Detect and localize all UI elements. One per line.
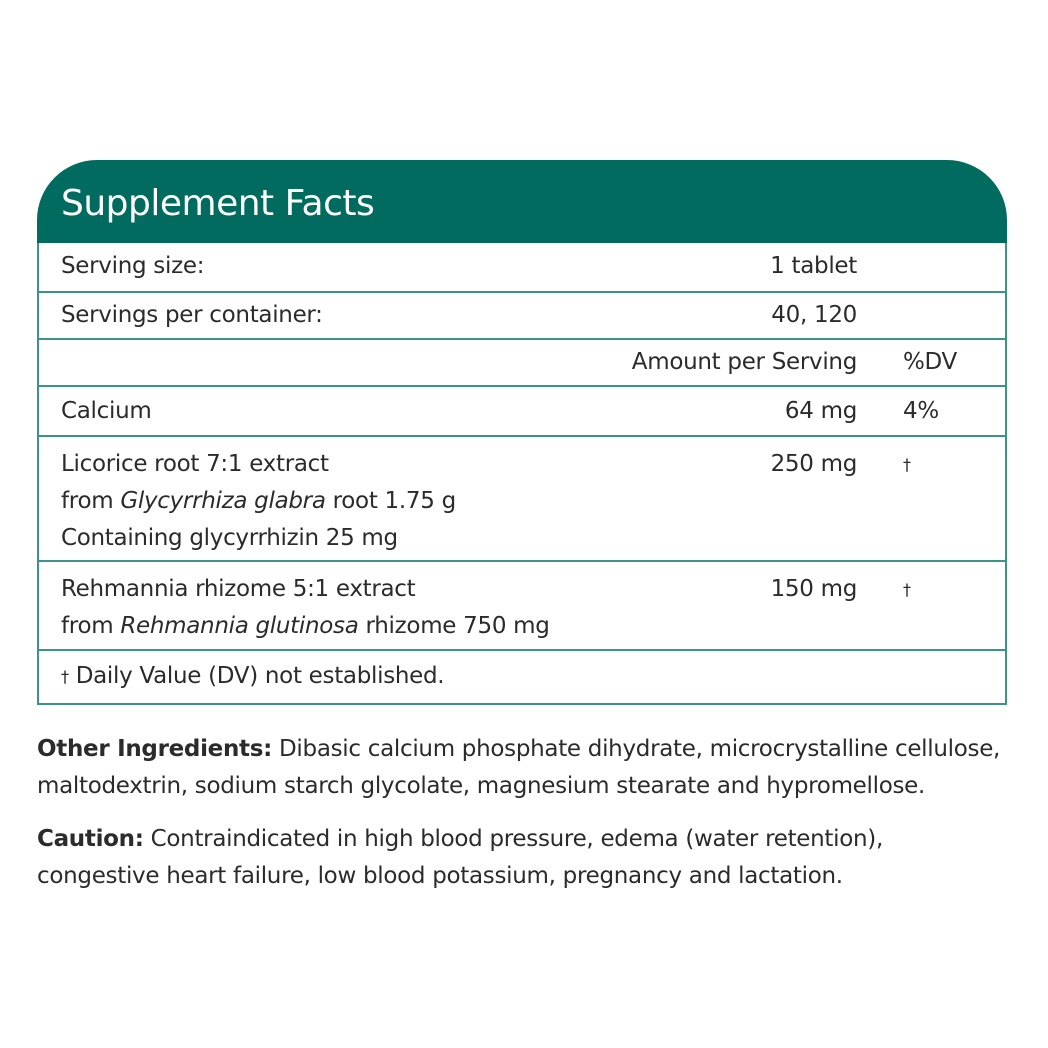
footnote: † Daily Value (DV) not established.	[61, 658, 445, 695]
servings-per-container-row: Servings per container: 40, 120	[39, 291, 1005, 338]
ingredient-amount: 150 mg	[770, 576, 858, 602]
ingredient-amount: 250 mg	[770, 451, 858, 477]
ingredient-dv: †	[903, 455, 911, 474]
source-suffix: rhizome 750 mg	[358, 613, 550, 639]
caution-text: Contraindicated in high blood pressure, …	[37, 826, 883, 889]
ingredient-name: Licorice root 7:1 extract from Glycyrrhi…	[61, 446, 456, 557]
supplement-facts-panel: Supplement Facts Serving size: 1 tablet …	[37, 160, 1007, 705]
other-ingredients-label: Other Ingredients:	[37, 736, 273, 762]
dv-header: %DV	[903, 349, 957, 375]
footnote-text: Daily Value (DV) not established.	[68, 663, 445, 689]
ingredient-row: Calcium 64 mg 4%	[39, 385, 1005, 435]
ingredient-source: from Rehmannia glutinosa rhizome 750 mg	[61, 608, 550, 645]
panel-title: Supplement Facts	[37, 160, 1007, 243]
ingredient-line: Licorice root 7:1 extract	[61, 451, 329, 477]
footnote-row: † Daily Value (DV) not established.	[39, 649, 1005, 703]
servings-label: Servings per container:	[61, 302, 323, 328]
ingredient-dv: †	[903, 580, 911, 599]
source-prefix: from	[61, 488, 121, 514]
serving-size-row: Serving size: 1 tablet	[39, 243, 1005, 291]
serving-size-label: Serving size:	[61, 253, 205, 279]
ingredient-line: Rehmannia rhizome 5:1 extract	[61, 576, 416, 602]
ingredient-amount: 64 mg	[784, 398, 857, 424]
other-ingredients-text: Dibasic calcium phosphate dihydrate, mic…	[37, 736, 1001, 799]
servings-value: 40, 120	[771, 302, 857, 328]
other-ingredients: Other Ingredients: Dibasic calcium phosp…	[37, 731, 1012, 805]
botanical-name: Rehmannia glutinosa	[120, 613, 359, 639]
ingredient-row: Licorice root 7:1 extract from Glycyrrhi…	[39, 435, 1005, 560]
column-header-row: Amount per Serving %DV	[39, 338, 1005, 385]
serving-size-value: 1 tablet	[770, 253, 857, 279]
dagger-symbol: †	[61, 667, 69, 686]
ingredient-row: Rehmannia rhizome 5:1 extract from Rehma…	[39, 560, 1005, 649]
botanical-name: Glycyrrhiza glabra	[120, 488, 326, 514]
ingredient-dv: 4%	[903, 398, 939, 424]
caution-label: Caution:	[37, 826, 144, 852]
caution: Caution: Contraindicated in high blood p…	[37, 821, 1012, 895]
ingredient-name: Rehmannia rhizome 5:1 extract from Rehma…	[61, 571, 550, 645]
source-prefix: from	[61, 613, 121, 639]
ingredient-name: Calcium	[61, 398, 152, 424]
ingredient-standardization: Containing glycyrrhizin 25 mg	[61, 525, 398, 551]
amount-header: Amount per Serving	[631, 349, 858, 375]
facts-table: Serving size: 1 tablet Servings per cont…	[37, 243, 1007, 705]
source-suffix: root 1.75 g	[325, 488, 457, 514]
ingredient-source: from Glycyrrhiza glabra root 1.75 g	[61, 483, 456, 520]
